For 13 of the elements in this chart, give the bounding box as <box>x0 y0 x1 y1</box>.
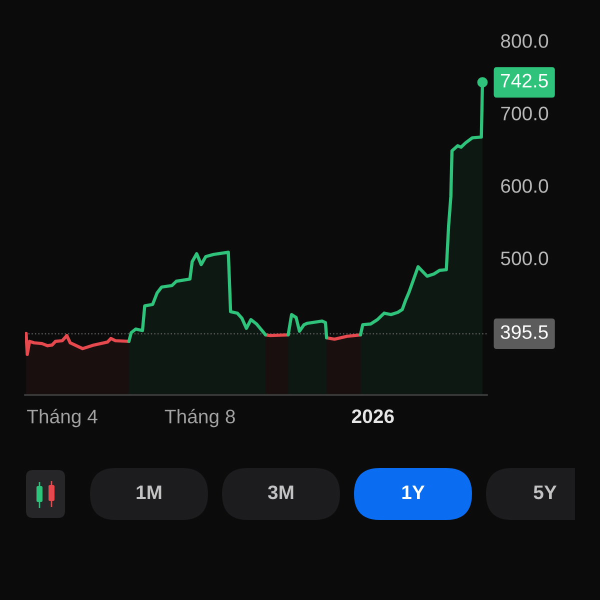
x-tick-label: Tháng 8 <box>164 408 235 428</box>
y-tick-label: 500.0 <box>500 252 548 266</box>
category-label: 5Y <box>534 486 557 500</box>
y-tick-label: 800.0 <box>501 34 548 48</box>
category-label: 3M <box>268 485 294 500</box>
x-tick-label: 2026 <box>352 409 394 424</box>
category-label: 1Y <box>402 486 425 500</box>
y-tick-label: 600.0 <box>501 179 548 193</box>
y-tick-label: 700.0 <box>501 106 548 120</box>
annotation: 742.5 <box>500 74 548 88</box>
x-tick-label: Tháng 4 <box>27 408 98 428</box>
ref-line-label: 395.5 <box>500 325 548 339</box>
category-label: 1M <box>136 486 162 500</box>
